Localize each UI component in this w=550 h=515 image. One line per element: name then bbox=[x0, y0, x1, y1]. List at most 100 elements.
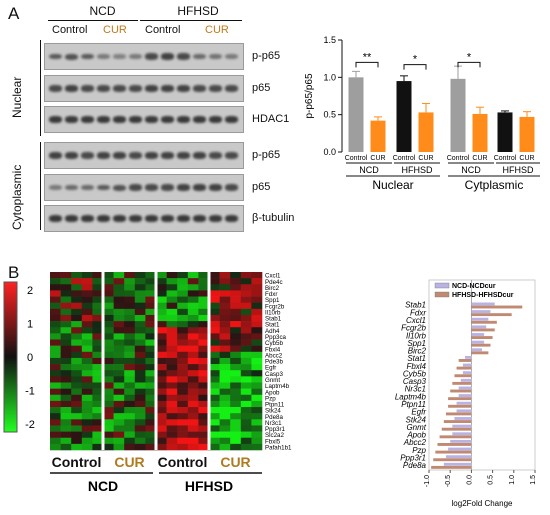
heatmap-cell bbox=[145, 308, 157, 316]
heatmap-cell bbox=[156, 272, 167, 279]
heatmap-cell bbox=[103, 345, 114, 353]
bar-ncd bbox=[471, 310, 491, 314]
heatmap-cell bbox=[209, 394, 220, 402]
heatmap-cell bbox=[240, 357, 252, 365]
gene-label: Gnmt bbox=[406, 423, 426, 432]
heatmap-cell bbox=[230, 272, 242, 279]
heatmap-cell bbox=[156, 394, 167, 402]
y-axis-label: p-p65/p65 bbox=[304, 73, 315, 118]
heatmap-cell bbox=[71, 407, 83, 414]
heatmap-cell bbox=[50, 333, 61, 340]
bar-ncd bbox=[462, 371, 472, 375]
bar bbox=[450, 78, 466, 152]
gene-label: Stk24 bbox=[265, 408, 281, 415]
heatmap-cell bbox=[145, 345, 157, 353]
heatmap-cell bbox=[251, 394, 263, 402]
gene-label: Stk24 bbox=[406, 415, 427, 424]
heatmap-cell bbox=[134, 314, 146, 322]
bar-ncd bbox=[465, 355, 472, 359]
heatmap-cell bbox=[113, 314, 125, 322]
heatmap-cell bbox=[103, 394, 114, 402]
heatmap-cell bbox=[134, 345, 146, 353]
blot-band bbox=[145, 53, 158, 60]
heatmap-cell bbox=[145, 290, 157, 297]
legend-label: NCD-NCDcur bbox=[452, 283, 496, 290]
heatmap-cell bbox=[50, 308, 61, 316]
blot-6 bbox=[44, 205, 244, 232]
heatmap-cell bbox=[50, 394, 61, 402]
heatmap-cell bbox=[177, 407, 189, 414]
gene-label: Nr3c1 bbox=[265, 420, 282, 427]
significance-bracket bbox=[457, 61, 481, 68]
heatmap-cell bbox=[156, 321, 167, 328]
heatmap-cell bbox=[103, 382, 114, 389]
heatmap-cell bbox=[81, 431, 93, 439]
x-tick-label: Control bbox=[345, 155, 368, 162]
heatmap-cell bbox=[209, 357, 220, 365]
heatmap-cell bbox=[166, 400, 178, 408]
heatmap-cell bbox=[103, 419, 114, 426]
blot-band bbox=[177, 152, 190, 159]
x-tick-label: 0.0 bbox=[466, 475, 473, 485]
panel-b-letter: B bbox=[8, 263, 20, 282]
heatmap-cell bbox=[219, 314, 231, 322]
heatmap-cell bbox=[60, 290, 72, 297]
heatmap-cell bbox=[219, 364, 231, 371]
gene-label: Il10rb bbox=[265, 309, 281, 316]
heatmap-cell bbox=[177, 425, 189, 432]
heatmap-cell bbox=[177, 302, 189, 310]
heatmap-cell bbox=[124, 314, 136, 322]
heatmap-cell bbox=[92, 437, 104, 445]
gene-label: Ppp3r1 bbox=[265, 426, 286, 433]
x-tick-label: CUR bbox=[519, 155, 534, 162]
heatmap-cell bbox=[60, 394, 72, 402]
heatmap-cell bbox=[209, 407, 220, 414]
heatmap-cell bbox=[251, 419, 263, 426]
heatmap-cell bbox=[81, 308, 93, 316]
blot-band bbox=[145, 215, 158, 222]
bar-ncd bbox=[456, 409, 472, 413]
blot-band bbox=[113, 54, 126, 59]
heatmap-cell bbox=[92, 407, 104, 414]
heatmap-cell bbox=[134, 431, 146, 439]
bar-hfhsd bbox=[433, 458, 472, 462]
heatmap-cell bbox=[92, 290, 104, 297]
heatmap-cell bbox=[251, 431, 263, 439]
heatmap-cell bbox=[209, 321, 220, 328]
heatmap-cell bbox=[209, 413, 220, 420]
heatmap-cell bbox=[230, 314, 242, 322]
heatmap-cell bbox=[230, 296, 242, 303]
heatmap-cell bbox=[124, 302, 136, 310]
heatmap-cell bbox=[166, 278, 178, 285]
heatmap-cell bbox=[177, 364, 189, 371]
heatmap-cell bbox=[103, 351, 114, 359]
heatmap-cell bbox=[134, 333, 146, 340]
heatmap-cell bbox=[92, 278, 104, 285]
heatmap-cell bbox=[230, 437, 242, 445]
heatmap-cell bbox=[81, 443, 93, 451]
blot-band bbox=[209, 184, 222, 191]
heatmap-cell bbox=[219, 413, 231, 420]
heatmap-cell bbox=[50, 351, 61, 359]
blot-band bbox=[113, 215, 126, 222]
gene-label: Ptpn11 bbox=[401, 400, 426, 409]
blot-band bbox=[113, 152, 126, 159]
bar bbox=[370, 120, 386, 152]
heatmap-cell bbox=[81, 290, 93, 297]
heatmap-cell bbox=[81, 407, 93, 414]
heatmap-cell bbox=[166, 413, 178, 420]
heatmap-cell bbox=[177, 419, 189, 426]
heatmap-cell bbox=[177, 314, 189, 322]
legend-swatch bbox=[434, 291, 450, 298]
heatmap-cell bbox=[166, 357, 178, 365]
heatmap-cell bbox=[230, 284, 242, 291]
heatmap-cell bbox=[230, 290, 242, 297]
blot-label-5: p65 bbox=[252, 181, 271, 193]
blot-band bbox=[177, 184, 190, 191]
heatmap-cell bbox=[219, 382, 231, 389]
heatmap-cell bbox=[219, 302, 231, 310]
heatmap-cell bbox=[50, 278, 61, 285]
heatmap-cell bbox=[92, 419, 104, 426]
blot-label-6: β-tubulin bbox=[252, 212, 295, 224]
blot-band bbox=[177, 53, 190, 60]
